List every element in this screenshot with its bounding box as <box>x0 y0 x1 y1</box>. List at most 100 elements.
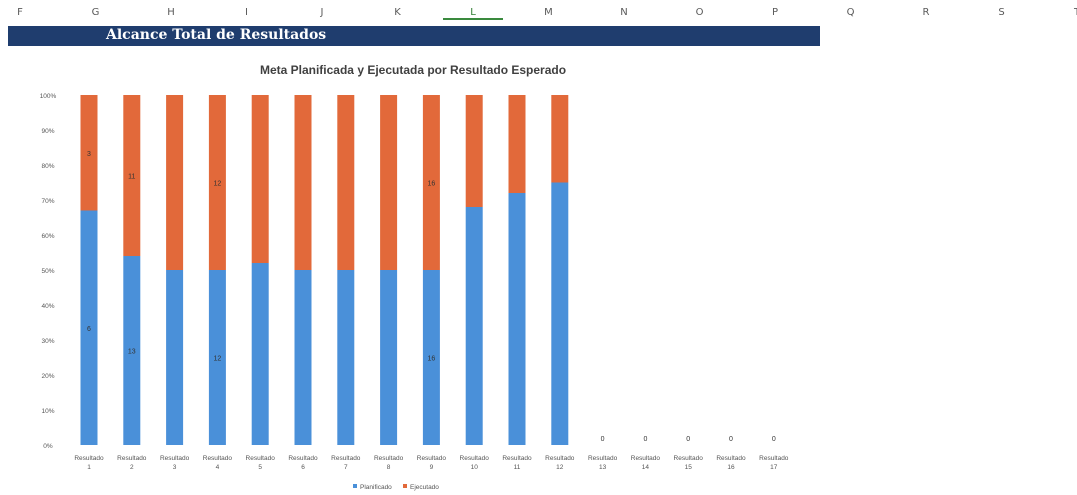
x-tick-label: Resultado <box>759 455 789 462</box>
y-tick-label: 80% <box>41 163 54 170</box>
data-label-planificado: 0 <box>643 436 647 443</box>
data-label-planificado: 0 <box>729 436 733 443</box>
data-label-planificado: 12 <box>214 356 222 363</box>
x-tick-label: 9 <box>430 464 434 471</box>
x-tick-label: 1 <box>87 464 91 471</box>
x-tick-label: Resultado <box>460 455 490 462</box>
bar-planificado <box>208 270 226 445</box>
banner-title: Alcance Total de Resultados <box>106 27 327 43</box>
x-tick-label: 14 <box>642 464 650 471</box>
x-tick-label: 10 <box>471 464 479 471</box>
bar-planificado <box>551 182 569 445</box>
x-tick-label: Resultado <box>117 455 147 462</box>
x-tick-label: 5 <box>258 464 262 471</box>
legend-label-ejecutado: Ejecutado <box>410 484 439 491</box>
x-tick-label: Resultado <box>246 455 276 462</box>
bar-ejecutado <box>422 95 440 270</box>
x-tick-label: Resultado <box>374 455 404 462</box>
x-tick-label: Resultado <box>545 455 575 462</box>
data-label-planificado: 13 <box>128 349 136 356</box>
legend-swatch-ejecutado <box>403 484 407 488</box>
x-tick-label: Resultado <box>331 455 361 462</box>
x-tick-label: 12 <box>556 464 564 471</box>
x-tick-label: Resultado <box>502 455 532 462</box>
column-header-t[interactable]: T <box>1073 7 1077 18</box>
x-tick-label: 3 <box>173 464 177 471</box>
x-tick-label: 8 <box>387 464 391 471</box>
column-header-h[interactable]: H <box>167 7 175 18</box>
y-tick-label: 40% <box>41 303 54 310</box>
data-label-planificado: 0 <box>772 436 776 443</box>
column-header-r[interactable]: R <box>922 7 930 18</box>
chart-title: Meta Planificada y Ejecutada por Resulta… <box>260 63 566 77</box>
data-label-planificado: 0 <box>686 436 690 443</box>
x-tick-label: Resultado <box>588 455 618 462</box>
column-header-l[interactable]: L <box>470 7 476 18</box>
bar-ejecutado <box>80 95 98 211</box>
y-tick-label: 0% <box>43 443 53 450</box>
bar-planificado <box>380 270 398 445</box>
x-tick-label: 16 <box>727 464 735 471</box>
bar-ejecutado <box>380 95 398 270</box>
y-tick-label: 90% <box>41 128 54 135</box>
data-label-planificado: 0 <box>601 436 605 443</box>
x-tick-label: Resultado <box>203 455 233 462</box>
bar-ejecutado <box>208 95 226 270</box>
bar-planificado <box>422 270 440 445</box>
x-tick-label: 2 <box>130 464 134 471</box>
bar-ejecutado <box>166 95 184 270</box>
x-tick-label: 13 <box>599 464 607 471</box>
x-tick-label: 4 <box>216 464 220 471</box>
bar-ejecutado <box>294 95 312 270</box>
title-banner: Alcance Total de Resultados <box>8 26 820 46</box>
x-tick-label: Resultado <box>631 455 661 462</box>
y-tick-label: 10% <box>41 408 54 415</box>
x-tick-label: Resultado <box>160 455 190 462</box>
x-tick-label: Resultado <box>716 455 746 462</box>
bar-ejecutado <box>251 95 269 263</box>
y-tick-label: 70% <box>41 198 54 205</box>
y-tick-label: 20% <box>41 373 54 380</box>
x-tick-label: Resultado <box>74 455 104 462</box>
column-header-g[interactable]: G <box>91 7 100 18</box>
bar-ejecutado <box>123 95 141 256</box>
x-tick-label: Resultado <box>674 455 704 462</box>
bar-planificado <box>508 193 526 445</box>
bar-planificado <box>337 270 355 445</box>
column-header-i[interactable]: I <box>245 7 248 18</box>
bar-planificado <box>166 270 184 445</box>
y-tick-label: 60% <box>41 233 54 240</box>
bar-ejecutado <box>551 95 569 183</box>
column-header-n[interactable]: N <box>620 7 628 18</box>
x-tick-label: 7 <box>344 464 348 471</box>
y-tick-label: 50% <box>41 268 54 275</box>
data-label-ejecutado: 3 <box>87 151 91 158</box>
bar-ejecutado <box>508 95 526 193</box>
data-label-planificado: 16 <box>428 356 436 363</box>
data-label-ejecutado: 16 <box>428 181 436 188</box>
bar-planificado <box>123 256 141 445</box>
x-tick-label: 6 <box>301 464 305 471</box>
bar-planificado <box>80 210 98 445</box>
selected-column-indicator <box>443 18 503 20</box>
column-header-s[interactable]: S <box>998 7 1005 18</box>
x-tick-label: Resultado <box>417 455 447 462</box>
data-label-ejecutado: 11 <box>128 174 135 181</box>
bar-planificado <box>251 263 269 445</box>
column-header-row: F G H I J K L M N O P Q R S T <box>0 0 1077 22</box>
x-tick-label: 17 <box>770 464 778 471</box>
column-header-m[interactable]: M <box>544 7 553 18</box>
column-header-o[interactable]: O <box>695 7 704 18</box>
data-label-ejecutado: 12 <box>214 181 222 188</box>
bar-planificado <box>465 207 483 445</box>
legend-swatch-planificado <box>353 484 357 488</box>
column-header-q[interactable]: Q <box>846 7 855 18</box>
column-header-p[interactable]: P <box>771 7 779 18</box>
column-header-f[interactable]: F <box>17 7 23 18</box>
data-label-planificado: 6 <box>87 326 91 333</box>
column-header-j[interactable]: J <box>320 7 324 18</box>
y-tick-label: 30% <box>41 338 54 345</box>
x-tick-label: Resultado <box>288 455 318 462</box>
column-header-k[interactable]: K <box>394 7 401 18</box>
x-tick-label: 11 <box>514 464 521 471</box>
